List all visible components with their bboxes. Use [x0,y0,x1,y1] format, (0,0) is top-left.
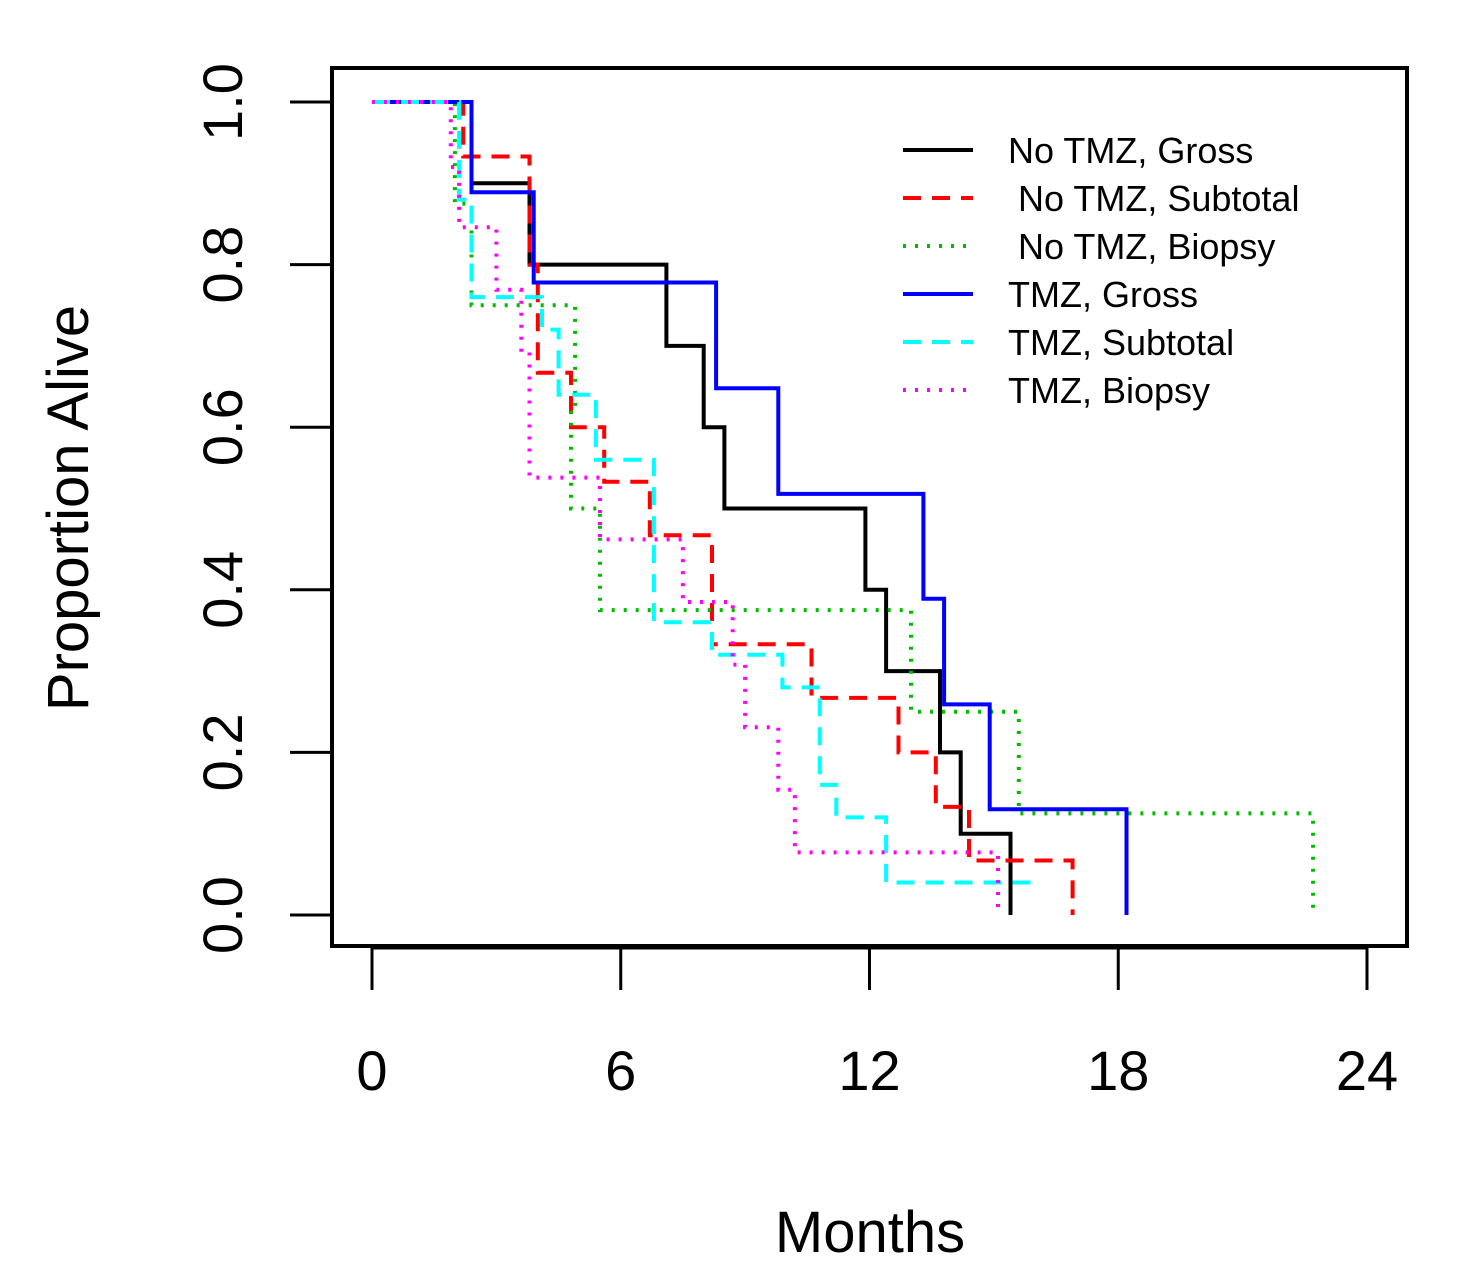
legend-label-6: TMZ, Biopsy [1008,370,1210,411]
y-tick-label: 0.2 [191,713,254,791]
x-tick-label: 6 [605,1039,636,1102]
y-tick-label: 0.8 [191,226,254,304]
series-line-3 [372,100,1316,915]
legend-label-4: TMZ, Gross [1008,274,1198,315]
x-axis-title: Months [775,1200,965,1265]
y-axis-title: Proportion Alive [36,305,101,711]
y-tick-label: 0.0 [191,876,254,954]
curves-layer [372,100,1316,915]
series-line-6 [372,100,1000,915]
legend-label-1: No TMZ, Gross [1008,130,1253,171]
y-tick-label: 0.6 [191,388,254,466]
series-line-5 [372,100,1040,885]
legend-label-5: TMZ, Subtotal [1008,322,1234,363]
series-line-1 [372,100,1013,915]
x-tick-label: 0 [356,1039,387,1102]
x-tick-label: 18 [1087,1039,1149,1102]
legend-label-3: No TMZ, Biopsy [1008,226,1275,267]
legend-label-2: No TMZ, Subtotal [1008,178,1299,219]
series-line-4 [372,100,1129,915]
series-line-2 [372,100,1075,915]
y-tick-label: 0.4 [191,551,254,629]
legend: No TMZ, Gross No TMZ, Subtotal No TMZ, B… [903,130,1299,411]
y-axis: 0.0 0.2 0.4 0.6 0.8 1.0 [191,63,334,954]
x-tick-label: 24 [1336,1039,1398,1102]
y-tick-label: 1.0 [191,63,254,141]
x-axis: 0 6 12 18 24 [356,946,1398,1102]
x-tick-label: 12 [838,1039,900,1102]
